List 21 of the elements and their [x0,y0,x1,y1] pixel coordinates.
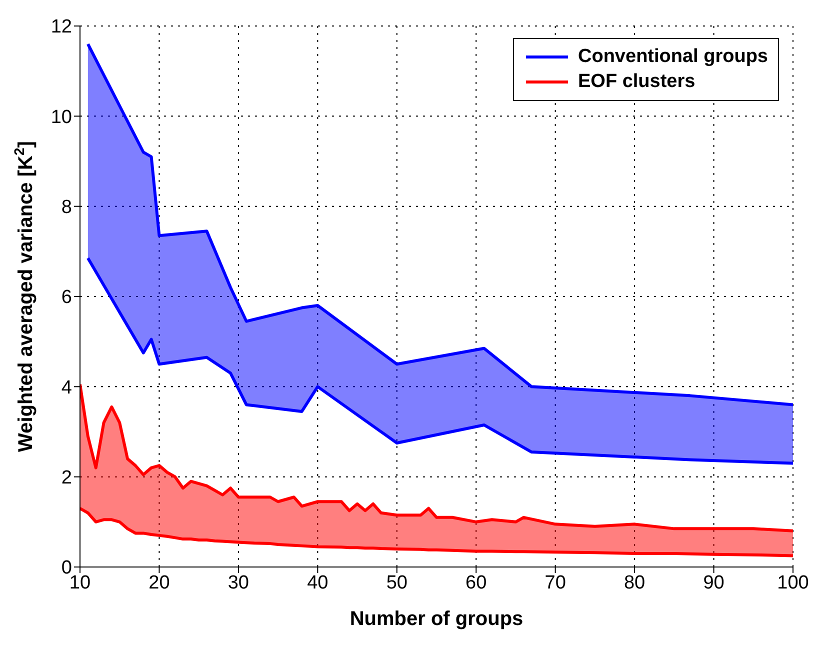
x-tick-label: 80 [624,572,646,594]
y-tick-label: 4 [61,377,72,398]
x-tick-label: 30 [228,572,250,594]
x-tick-label: 40 [307,572,328,594]
line-series [86,256,793,465]
x-tick-label: 20 [148,572,170,594]
y-tick-label: 2 [61,468,72,489]
y-tick-label: 12 [50,16,72,38]
x-tick-label: 50 [386,572,408,594]
x-axis-title: Number of groups [350,608,524,630]
y-tick-label: 6 [61,287,72,308]
legend-label: EOF clusters [578,71,696,93]
x-tick-label: 100 [777,572,809,594]
line-series [80,506,793,558]
x-tick-label: 90 [703,572,724,594]
y-tick-label: 8 [61,197,72,218]
y-tick-label: 0 [61,558,72,579]
y-tick-label: 10 [50,106,72,128]
legend-label: Conventional groups [578,46,768,68]
x-tick-label: 60 [466,572,487,594]
x-tick-label: 70 [544,572,566,594]
